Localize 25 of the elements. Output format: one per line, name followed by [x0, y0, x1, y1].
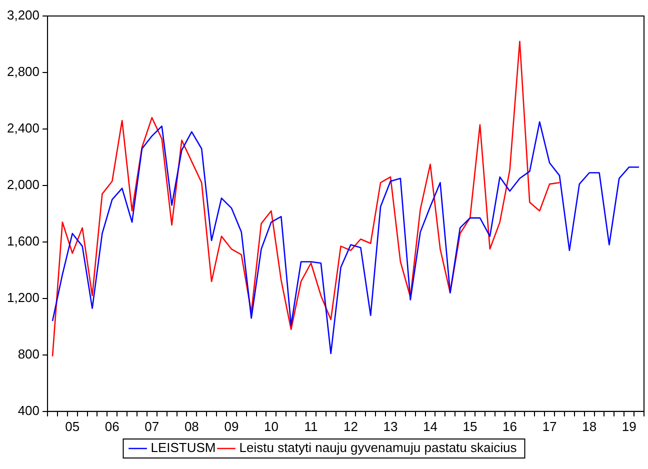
x-tick-label: 05 [65, 418, 80, 434]
x-tick-label: 12 [344, 418, 358, 434]
x-tick-label: 07 [144, 418, 160, 434]
legend-label: Leistu statyti nauju gyvenamuju pastatu skaicius [239, 440, 518, 456]
x-tick-label: 19 [622, 418, 636, 434]
x-tick-label: 16 [502, 418, 518, 434]
x-tick-label: 14 [423, 418, 438, 434]
y-tick-label: 1,600 [6, 234, 40, 249]
y-tick-label: 2,800 [6, 64, 40, 80]
x-tick-label: 08 [184, 418, 199, 434]
x-tick-label: 06 [104, 418, 120, 434]
x-tick-label: 10 [264, 418, 278, 434]
y-tick-label: 800 [18, 346, 40, 362]
y-tick-label: 3,200 [6, 8, 40, 23]
x-tick-label: 13 [383, 418, 398, 434]
legend-label: LEISTUSM [150, 440, 216, 456]
x-tick-label: 15 [462, 418, 478, 434]
y-tick-label: 2,000 [6, 177, 40, 192]
y-tick-label: 400 [18, 402, 40, 418]
x-tick-label: 17 [542, 418, 557, 434]
x-tick-label: 09 [224, 418, 239, 434]
y-tick-label: 1,200 [6, 290, 40, 306]
x-tick-label: 11 [304, 418, 318, 434]
x-tick-label: 18 [582, 418, 597, 434]
y-tick-label: 2,400 [6, 120, 40, 136]
